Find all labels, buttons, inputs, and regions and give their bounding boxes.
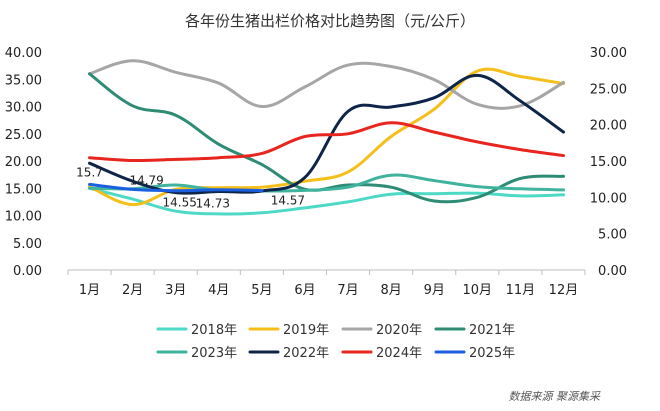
series-line-2018 <box>88 186 565 216</box>
data-label: 14.73 <box>196 197 230 211</box>
data-label: 14.57 <box>271 194 305 208</box>
series-lines <box>88 59 565 216</box>
axes: 0.00 5.00 10.00 15.00 20.00 25.00 30.00 35.00 40… <box>5 46 627 298</box>
series-line-2020 <box>88 59 565 110</box>
left-y-tick-label: 25.00 <box>5 128 42 143</box>
x-tick-label: 12月 <box>549 283 579 298</box>
series-line-2022 <box>88 73 565 195</box>
legend-item: 2020年 <box>341 323 422 338</box>
legend-label: 2020年 <box>376 323 422 338</box>
x-tick-label: 1月 <box>79 283 100 298</box>
left-y-tick-label: 20.00 <box>5 155 42 170</box>
data-label: 14.79 <box>129 173 163 187</box>
x-tick-label: 6月 <box>294 283 315 298</box>
legend-item: 2018年 <box>156 323 237 338</box>
left-y-tick-label: 0.00 <box>13 264 42 279</box>
x-tick-label: 9月 <box>424 283 445 298</box>
legend-item: 2021年 <box>434 323 515 338</box>
chart-title: 各年份生猪出栏价格对比趋势图（元/公斤） <box>185 12 475 30</box>
series-line-2025 <box>88 182 264 193</box>
series-line-2024 <box>88 121 565 163</box>
legend: 2018年 2019年 2020年 2021年 2023年 2022年 2024年 2025年 <box>156 323 515 361</box>
x-tick-label: 2月 <box>122 283 143 298</box>
legend-label: 2025年 <box>469 346 515 361</box>
legend-label: 2022年 <box>283 346 329 361</box>
x-tick-label: 4月 <box>208 283 229 298</box>
left-y-tick-label: 35.00 <box>5 73 42 88</box>
right-y-tick-label: 15.00 <box>590 155 627 170</box>
right-y-tick-label: 5.00 <box>598 228 627 243</box>
x-tick-label: 10月 <box>463 283 493 298</box>
legend-label: 2018年 <box>191 323 237 338</box>
right-y-tick-label: 0.00 <box>598 264 627 279</box>
data-label: 15.7 <box>76 165 103 179</box>
right-y-tick-label: 25.00 <box>590 82 627 97</box>
right-y-tick-label: 30.00 <box>590 46 627 61</box>
x-tick-label: 11月 <box>506 283 536 298</box>
legend-item: 2019年 <box>248 323 329 338</box>
legend-item: 2023年 <box>156 346 237 361</box>
legend-label: 2021年 <box>469 323 515 338</box>
left-y-tick-label: 10.00 <box>5 210 42 225</box>
left-y-tick-label: 5.00 <box>13 237 42 252</box>
legend-label: 2023年 <box>191 346 237 361</box>
legend-label: 2019年 <box>283 323 329 338</box>
x-tick-label: 5月 <box>251 283 272 298</box>
legend-item: 2024年 <box>341 346 422 361</box>
x-tick-label: 8月 <box>380 283 401 298</box>
legend-label: 2024年 <box>376 346 422 361</box>
right-y-tick-label: 20.00 <box>590 119 627 134</box>
source-note: 数据来源 聚源集采 <box>509 390 601 403</box>
x-tick-label: 3月 <box>165 283 186 298</box>
right-y-tick-label: 10.00 <box>590 191 627 206</box>
legend-item: 2022年 <box>248 346 329 361</box>
left-y-tick-label: 15.00 <box>5 182 42 197</box>
legend-item: 2025年 <box>434 346 515 361</box>
data-label: 14.55 <box>163 196 197 210</box>
series-line-2023 <box>88 173 565 193</box>
x-tick-label: 7月 <box>337 283 358 298</box>
left-y-tick-label: 40.00 <box>5 46 42 61</box>
left-y-tick-label: 30.00 <box>5 101 42 116</box>
